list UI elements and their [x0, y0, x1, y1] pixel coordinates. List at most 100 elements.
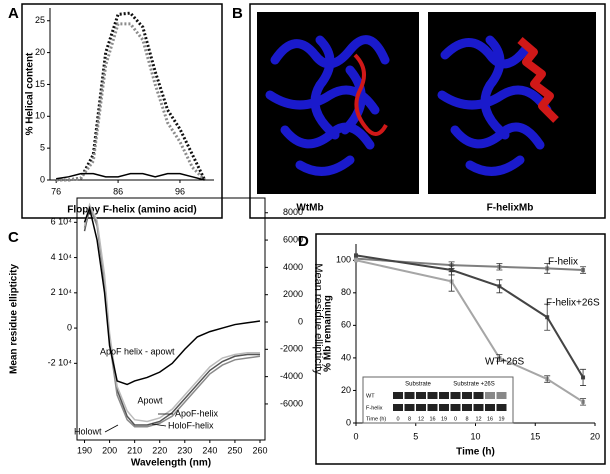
series-label: WT+26S — [485, 357, 525, 368]
image-caption: WtMb — [296, 203, 323, 214]
x-tick-label: 15 — [530, 431, 540, 441]
error-bar — [544, 263, 551, 274]
y2-axis-label: Mean residue ellipticity — [312, 263, 324, 375]
plot-frame — [76, 197, 266, 441]
y-tick-label: 80 — [341, 287, 351, 297]
inset-lane-label: Substrate +26S — [453, 382, 495, 388]
y-tick-label: 4 10⁴ — [51, 252, 73, 262]
x-tick-label: 0 — [353, 431, 358, 441]
series-line — [83, 203, 261, 428]
data-point — [354, 253, 358, 258]
blot-band — [404, 404, 415, 411]
y-tick-label: 0 — [67, 322, 72, 332]
x-axis-label: Floppy F-helix (amino acid) — [67, 205, 196, 216]
series-line — [56, 11, 207, 182]
series-line — [83, 205, 261, 386]
blot-band — [485, 392, 495, 399]
inset-frame — [362, 376, 514, 424]
y2-tick-label: 8000 — [283, 207, 303, 217]
blot-band — [450, 392, 461, 399]
annotation: Apowt — [137, 395, 163, 405]
error-bar — [496, 263, 503, 271]
inset-row-label: F-helix — [366, 405, 383, 411]
blot-band — [462, 404, 472, 411]
error-bar — [580, 368, 587, 386]
error-bar — [544, 375, 551, 383]
blot-band — [416, 404, 426, 411]
protein-image — [428, 12, 596, 194]
y2-tick-label: 2000 — [283, 289, 303, 299]
panel-label: B — [232, 5, 243, 22]
annotation: Holowt — [74, 426, 102, 436]
panel-a-frame — [21, 3, 223, 219]
y-axis-label: % Mb remaining — [323, 295, 334, 372]
y-tick-label: 100 — [336, 255, 351, 265]
image-caption: F-helixMb — [487, 203, 534, 214]
error-bar — [544, 303, 551, 331]
panel-label: A — [8, 5, 19, 22]
inset-time: 19 — [498, 416, 504, 422]
y2-tick-label: -6000 — [280, 398, 303, 408]
y-tick-label: 25 — [35, 15, 45, 25]
x-tick-label: 250 — [227, 445, 242, 455]
blot-band — [427, 392, 438, 399]
x-axis-label: Time (h) — [456, 447, 495, 458]
x-tick-label: 260 — [252, 445, 267, 455]
blot-band — [485, 404, 495, 411]
y-tick-label: 20 — [35, 47, 45, 57]
y2-tick-label: -4000 — [280, 371, 303, 381]
error-bar — [580, 398, 587, 406]
x-tick-label: 240 — [202, 445, 217, 455]
blot-band — [473, 392, 484, 399]
y-tick-label: -2 10⁴ — [48, 358, 73, 368]
panel-d-frame — [315, 233, 606, 465]
x-tick-label: 96 — [175, 186, 185, 196]
y-tick-label: 40 — [341, 352, 351, 362]
x-tick-label: 86 — [113, 186, 123, 196]
y-tick-label: 5 — [40, 143, 45, 153]
inset-time: 16 — [429, 416, 435, 422]
blot-band — [404, 392, 415, 399]
inset-time: 12 — [418, 416, 424, 422]
panel-b-frame — [249, 3, 606, 219]
data-point — [354, 258, 358, 263]
y-tick-label: 6 10⁴ — [51, 217, 73, 227]
protein-image — [257, 12, 419, 194]
blot-band — [416, 392, 426, 399]
inset-time: 19 — [441, 416, 447, 422]
y-tick-label: 15 — [35, 79, 45, 89]
y2-tick-label: 6000 — [283, 234, 303, 244]
y2-tick-label: -2000 — [280, 344, 303, 354]
panel-label: D — [298, 233, 309, 250]
annotation: HoloF-helix — [168, 420, 214, 430]
y-tick-label: 2 10⁴ — [51, 287, 73, 297]
inset-time: 8 — [465, 416, 468, 422]
x-tick-label: 76 — [51, 186, 61, 196]
error-bar — [496, 354, 503, 362]
inset-time: 12 — [475, 416, 481, 422]
blot-band — [439, 392, 449, 399]
y2-tick-label: 4000 — [283, 262, 303, 272]
y-tick-label: 0 — [346, 417, 351, 427]
x-tick-label: 210 — [127, 445, 142, 455]
blot-band — [473, 404, 484, 411]
inset-row-label: WT — [366, 393, 375, 399]
inset-time-label: Time (h) — [366, 416, 386, 422]
y-tick-label: 60 — [341, 320, 351, 330]
y-tick-label: 10 — [35, 111, 45, 121]
blot-band — [393, 404, 403, 411]
blot-band — [496, 392, 507, 399]
blot-band — [439, 404, 449, 411]
inset-time: 0 — [396, 416, 399, 422]
x-tick-label: 230 — [177, 445, 192, 455]
blot-band — [427, 404, 438, 411]
series-line — [56, 172, 205, 181]
error-bar — [580, 266, 587, 274]
inset-lane-label: Substrate — [405, 382, 431, 388]
y-tick-label: 20 — [341, 385, 351, 395]
x-tick-label: 190 — [77, 445, 92, 455]
inset-time: 0 — [454, 416, 457, 422]
inset-time: 8 — [408, 416, 411, 422]
blot-band — [393, 392, 403, 399]
